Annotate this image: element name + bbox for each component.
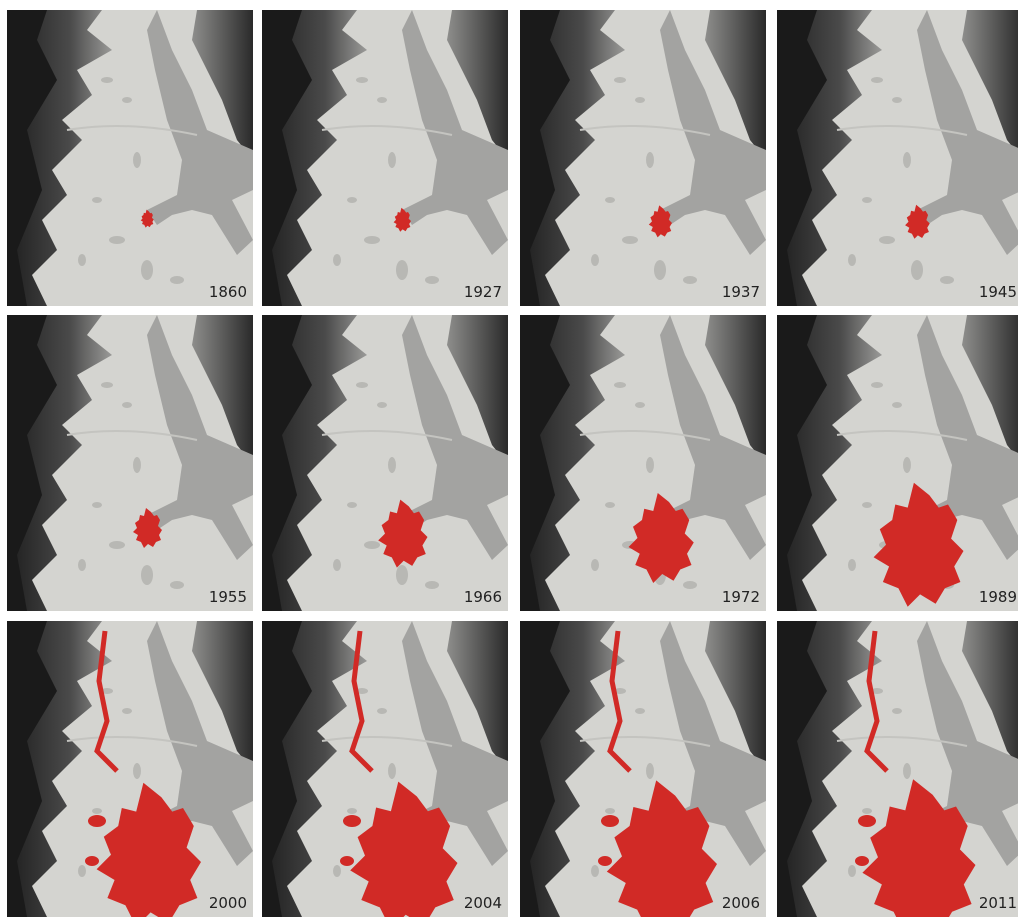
map-panel: 1945 (777, 10, 1018, 306)
terrain (777, 10, 1018, 306)
urban-patch (858, 815, 876, 827)
urban-patch (855, 856, 869, 866)
year-label: 2006 (722, 894, 760, 912)
terrain (7, 10, 253, 306)
terrain (520, 10, 766, 306)
terrain (262, 10, 508, 306)
year-label: 2004 (464, 894, 502, 912)
year-label: 1860 (209, 283, 247, 301)
urban-patch (340, 856, 354, 866)
year-label: 2011 (979, 894, 1017, 912)
urban-patch (343, 815, 361, 827)
terrain (262, 315, 508, 611)
map-panel: 2006 (520, 621, 766, 917)
map-panel: 2000 (7, 621, 253, 917)
year-label: 1955 (209, 588, 247, 606)
map-panel: 1860 (7, 10, 253, 306)
year-label: 1989 (979, 588, 1017, 606)
urban-patch (601, 815, 619, 827)
map-panel: 1927 (262, 10, 508, 306)
map-panel: 2011 (777, 621, 1018, 917)
urban-patch (85, 856, 99, 866)
map-panel: 1989 (777, 315, 1018, 611)
map-panel: 1955 (7, 315, 253, 611)
map-panel: 1972 (520, 315, 766, 611)
urban-patch (88, 815, 106, 827)
year-label: 1937 (722, 283, 760, 301)
urban-patch (598, 856, 612, 866)
map-panel: 2004 (262, 621, 508, 917)
year-label: 1927 (464, 283, 502, 301)
map-grid: 1860 1927 1937 1945 1955 1966 1972 1989 2000 2004… (0, 0, 1018, 917)
year-label: 1945 (979, 283, 1017, 301)
year-label: 2000 (209, 894, 247, 912)
page: 1860 1927 1937 1945 1955 1966 1972 1989 2000 2004… (0, 0, 1018, 917)
terrain (7, 315, 253, 611)
map-panel: 1966 (262, 315, 508, 611)
map-panel: 1937 (520, 10, 766, 306)
year-label: 1972 (722, 588, 760, 606)
year-label: 1966 (464, 588, 502, 606)
